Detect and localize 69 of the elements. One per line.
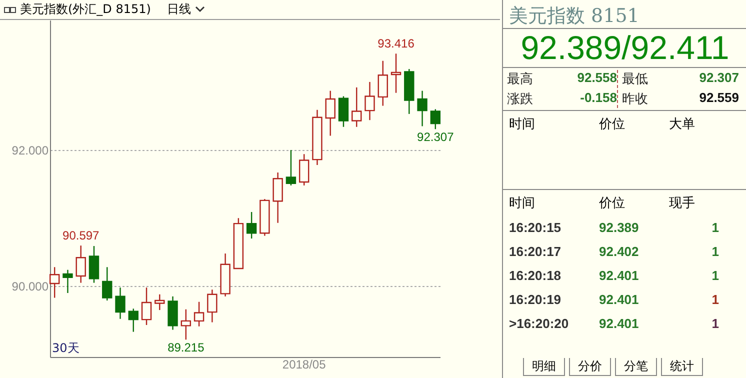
text: >16:20:20	[509, 316, 570, 332]
text: 92.402	[599, 244, 640, 260]
annotation: 90.597	[62, 228, 100, 243]
candlestick	[298, 154, 310, 186]
text: 美元指数 8151	[503, 0, 746, 29]
annotation: 30天	[52, 340, 80, 357]
candlestick	[390, 53, 402, 94]
candlestick	[62, 269, 73, 294]
text: 最高	[507, 71, 534, 88]
text: 1	[710, 268, 719, 284]
text: 大单	[669, 116, 696, 134]
candlestick	[352, 86, 362, 128]
text: 时间	[509, 116, 536, 134]
text: 92.401	[599, 268, 640, 284]
candlestick	[194, 301, 204, 327]
candlestick	[115, 286, 126, 320]
text: 统计	[661, 358, 703, 376]
chart-subtitle: 日线	[166, 1, 191, 18]
annotation: 89.215	[168, 340, 205, 355]
candlestick	[154, 294, 165, 311]
x-tick-label: 2018/05	[282, 358, 326, 372]
text: 16:20:17	[509, 244, 562, 260]
candlestick	[430, 108, 441, 130]
candlestick	[286, 149, 296, 186]
text: 92.389/92.411	[503, 29, 746, 68]
text: 昨收	[617, 90, 661, 108]
text: 92.559	[698, 90, 739, 107]
candlestick	[141, 286, 152, 326]
candlestick	[246, 211, 257, 240]
text: 明细	[523, 358, 565, 376]
candlestick	[49, 266, 60, 298]
candlestick	[364, 81, 375, 121]
annotation: 92.307	[417, 130, 454, 144]
text: 16:20:15	[509, 220, 562, 236]
text: 价位	[599, 116, 626, 134]
text: 92.401	[599, 292, 640, 308]
candlestick	[325, 90, 336, 136]
text: 16:20:18	[509, 268, 562, 284]
candlestick	[272, 172, 283, 224]
text: 分笔	[615, 358, 657, 376]
text: 最低	[617, 70, 661, 88]
text: 涨跌	[507, 91, 534, 108]
candlestick	[76, 244, 86, 284]
text: 92.558	[576, 70, 617, 87]
text: 价位	[599, 195, 626, 212]
text: 16:20:19	[509, 292, 562, 308]
text: 1	[710, 244, 719, 260]
candlestick	[180, 308, 192, 340]
text: 92.401	[599, 316, 640, 332]
text: -0.158	[579, 90, 617, 107]
candlestick	[417, 90, 428, 127]
y-tick-label: 90.000	[12, 280, 49, 294]
candlestick	[128, 308, 138, 332]
text: 92.389	[599, 220, 640, 236]
text: 1	[710, 292, 719, 308]
text: 1	[710, 220, 719, 236]
candlestick	[102, 266, 112, 302]
text: 1	[710, 316, 719, 332]
text: 现手	[669, 195, 696, 212]
text: 时间	[509, 195, 536, 212]
text: 分价	[569, 358, 611, 376]
chart-title: 美元指数(外汇_D 8151)	[20, 1, 151, 18]
text: 92.307	[698, 70, 739, 87]
candlestick	[207, 289, 218, 323]
candlestick	[378, 60, 388, 106]
candlestick	[88, 245, 100, 284]
annotation: 93.416	[378, 36, 415, 51]
y-tick-label: 92.000	[12, 144, 49, 158]
candlestick	[338, 96, 349, 128]
